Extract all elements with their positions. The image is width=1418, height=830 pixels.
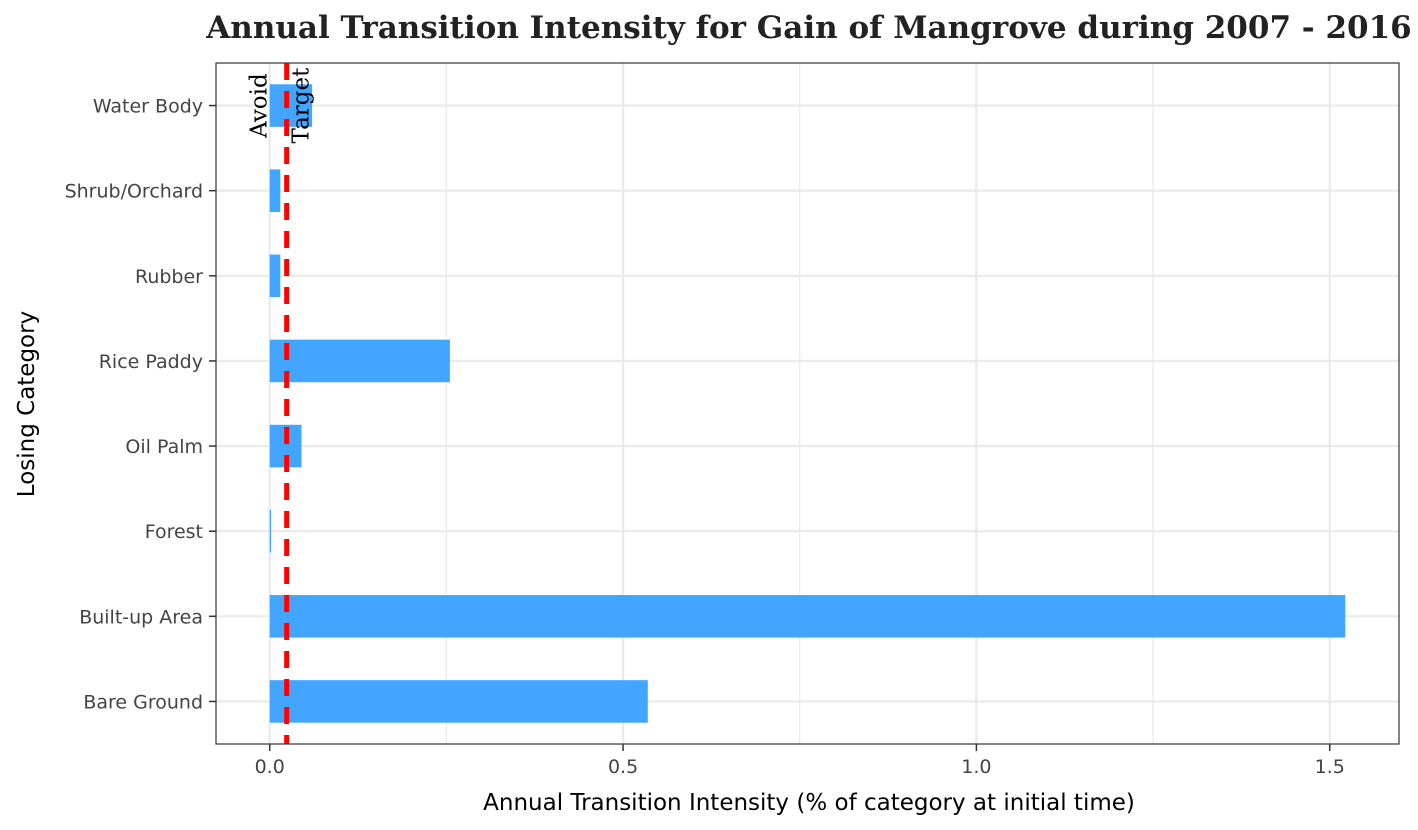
y-axis: Bare Ground Built-up Area Forest Oil Palm Ri…: [65, 96, 216, 713]
x-tick-label: 0.5: [608, 756, 638, 778]
x-tick-label: 0.0: [255, 756, 285, 778]
y-tick-label: Oil Palm: [125, 436, 203, 458]
plot-border: [215, 62, 1400, 745]
target-label: Target: [289, 67, 315, 144]
x-tick-label: 1.5: [1315, 756, 1345, 778]
y-axis-title: Losing Category: [14, 311, 40, 497]
bars: [269, 84, 1346, 723]
y-tick-label: Shrub/Orchard: [65, 181, 203, 203]
bar: [269, 169, 281, 212]
x-axis-title: Annual Transition Intensity (% of catego…: [483, 790, 1135, 816]
reference-line-group: Avoid Target: [247, 63, 315, 744]
x-tick-label: 1.0: [961, 756, 991, 778]
bar: [269, 84, 313, 127]
y-tick-label: Rubber: [135, 266, 203, 288]
bar: [269, 339, 450, 383]
y-tick-label: Rice Paddy: [99, 351, 203, 373]
bar: [269, 595, 1346, 638]
avoid-label: Avoid: [247, 73, 273, 139]
bar: [269, 680, 648, 723]
chart-title: Annual Transition Intensity for Gain of …: [205, 10, 1412, 46]
bar: [269, 254, 281, 298]
grid: [216, 63, 1399, 744]
y-tick-label: Forest: [145, 521, 203, 543]
y-tick-label: Built-up Area: [79, 606, 203, 628]
x-axis: 0.0 0.5 1.0 1.5: [255, 744, 1345, 778]
y-tick-label: Bare Ground: [83, 691, 203, 713]
bar: [269, 509, 272, 553]
y-tick-label: Water Body: [93, 96, 203, 118]
